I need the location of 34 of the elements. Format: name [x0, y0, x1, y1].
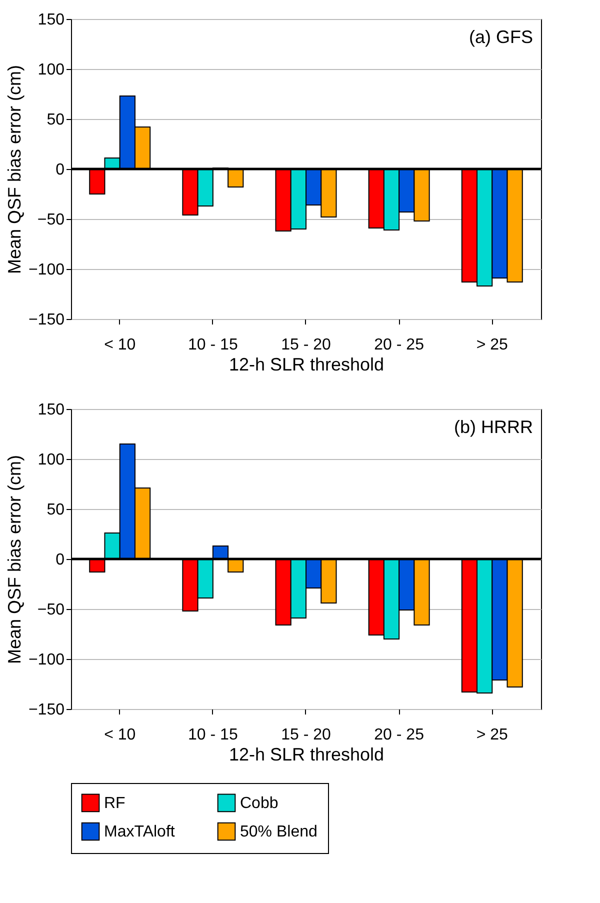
y-tick-label: −50 [37, 212, 65, 228]
y-tick-label: 0 [56, 162, 65, 178]
x-tick-label: 10 - 15 [188, 336, 238, 354]
y-tick-label: 150 [38, 12, 65, 28]
y-tick-label: −150 [28, 702, 65, 718]
legend-label: 50% Blend [240, 824, 318, 840]
x-tick-label: 15 - 20 [281, 726, 332, 744]
x-tick-label: 20 - 25 [374, 726, 424, 744]
x-tick-label: < 10 [104, 336, 136, 354]
x-tick-label: < 10 [104, 726, 136, 744]
x-axis-title: 12-h SLR threshold [228, 354, 384, 374]
y-axis-title: Mean QSF bias error (cm) [4, 454, 24, 664]
x-tick-label: > 25 [476, 726, 508, 744]
y-tick-label: 0 [56, 552, 65, 568]
x-axis-title: 12-h SLR threshold [228, 744, 384, 764]
y-tick-label: 150 [38, 402, 65, 418]
y-tick-label: 50 [46, 112, 65, 128]
y-tick-label: −50 [37, 602, 65, 618]
y-tick-label: −100 [28, 652, 65, 668]
y-tick-label: −150 [28, 312, 65, 328]
y-tick-label: 100 [38, 452, 65, 468]
x-tick-label: 20 - 25 [374, 336, 424, 354]
x-tick-label: 15 - 20 [281, 336, 332, 354]
legend-label: MaxTAloft [104, 824, 176, 840]
x-tick-label: 10 - 15 [188, 726, 238, 744]
annotation: (a) GFS [468, 27, 533, 47]
y-tick-label: −100 [28, 262, 65, 278]
annotation: (b) HRRR [454, 417, 533, 437]
legend-label: RF [104, 794, 126, 812]
y-tick-label: 100 [38, 62, 65, 78]
y-axis-title: Mean QSF bias error (cm) [4, 64, 24, 274]
legend-label: Cobb [240, 794, 278, 812]
x-tick-label: > 25 [476, 336, 508, 354]
y-tick-label: 50 [46, 502, 65, 518]
